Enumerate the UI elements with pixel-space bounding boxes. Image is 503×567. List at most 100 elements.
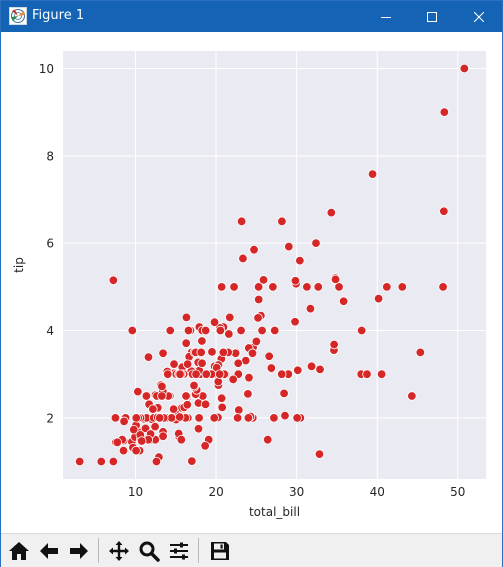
data-point bbox=[141, 391, 152, 401]
data-point bbox=[251, 336, 262, 347]
data-point bbox=[314, 449, 325, 459]
scatter-plot: 10 20 30 40 50 2 4 6 8 10 total_bill tip bbox=[12, 51, 486, 519]
back-button[interactable] bbox=[35, 537, 62, 564]
data-point bbox=[356, 325, 367, 336]
data-point bbox=[154, 413, 165, 423]
data-point bbox=[269, 413, 279, 423]
data-point bbox=[338, 296, 349, 306]
data-point bbox=[439, 107, 450, 117]
zoom-icon bbox=[138, 540, 160, 562]
forward-button[interactable] bbox=[65, 537, 92, 564]
data-point bbox=[157, 381, 167, 392]
data-point bbox=[330, 274, 341, 285]
data-point bbox=[118, 445, 129, 456]
data-point bbox=[439, 206, 449, 216]
data-point bbox=[234, 405, 244, 415]
data-point bbox=[382, 282, 392, 292]
y-tick-label: 8 bbox=[46, 149, 54, 163]
x-tick-label: 30 bbox=[289, 485, 304, 499]
save-icon bbox=[209, 540, 231, 562]
pan-icon bbox=[108, 540, 130, 562]
data-point bbox=[302, 282, 312, 292]
minimize-button[interactable] bbox=[363, 1, 409, 32]
home-icon bbox=[8, 540, 30, 562]
data-point bbox=[189, 380, 199, 391]
maximize-button[interactable] bbox=[409, 1, 455, 32]
data-point bbox=[280, 410, 290, 421]
y-tick-label: 4 bbox=[46, 324, 54, 338]
data-point bbox=[157, 391, 167, 401]
figure-canvas[interactable]: 10 20 30 40 50 2 4 6 8 10 total_bill tip bbox=[1, 32, 502, 533]
x-axis-ticks: 10 20 30 40 50 bbox=[128, 485, 466, 499]
minimize-icon bbox=[381, 12, 391, 22]
data-point bbox=[263, 434, 273, 445]
data-point bbox=[376, 369, 387, 379]
data-point bbox=[233, 358, 243, 368]
data-point bbox=[216, 282, 227, 292]
data-point bbox=[108, 456, 119, 467]
data-point bbox=[181, 312, 192, 323]
data-point bbox=[129, 424, 139, 435]
data-point bbox=[268, 282, 278, 292]
title-bar[interactable]: Figure 1 bbox=[1, 1, 502, 32]
data-point bbox=[311, 238, 321, 248]
data-point bbox=[158, 431, 168, 441]
data-point bbox=[407, 391, 417, 401]
data-point bbox=[218, 347, 229, 358]
data-point bbox=[119, 416, 129, 427]
configure-subplots-button[interactable] bbox=[165, 537, 192, 564]
data-point bbox=[270, 325, 280, 336]
data-point bbox=[236, 325, 246, 336]
x-tick-label: 20 bbox=[208, 485, 223, 499]
x-tick-label: 10 bbox=[128, 485, 143, 499]
toolbar-separator bbox=[98, 538, 99, 563]
y-tick-label: 2 bbox=[46, 411, 54, 425]
data-point bbox=[108, 275, 119, 285]
y-axis-ticks: 2 4 6 8 10 bbox=[39, 62, 54, 425]
data-point bbox=[305, 303, 316, 314]
data-point bbox=[243, 389, 253, 399]
pan-button[interactable] bbox=[105, 537, 132, 564]
data-point bbox=[193, 424, 204, 434]
data-point bbox=[196, 347, 206, 358]
data-point bbox=[131, 445, 141, 456]
data-point bbox=[253, 313, 263, 323]
zoom-button[interactable] bbox=[135, 537, 162, 564]
data-point bbox=[168, 404, 179, 414]
data-point bbox=[459, 63, 470, 74]
data-point bbox=[236, 216, 247, 227]
data-point bbox=[295, 255, 305, 266]
data-point bbox=[284, 241, 294, 252]
data-point bbox=[175, 369, 185, 379]
data-point bbox=[148, 404, 158, 414]
save-button[interactable] bbox=[206, 537, 233, 564]
close-button[interactable] bbox=[456, 1, 502, 32]
data-point bbox=[243, 413, 254, 423]
x-axis-label: total_bill bbox=[249, 505, 300, 519]
data-point bbox=[257, 325, 267, 336]
data-point bbox=[163, 369, 173, 379]
data-point bbox=[201, 369, 211, 379]
data-point bbox=[277, 369, 287, 379]
toolbar-separator bbox=[198, 538, 199, 563]
data-point bbox=[290, 276, 301, 286]
configure-subplots-icon bbox=[168, 540, 190, 562]
data-point bbox=[197, 358, 207, 368]
data-point bbox=[247, 348, 258, 358]
data-point bbox=[216, 393, 227, 403]
data-point bbox=[176, 434, 187, 445]
data-point bbox=[207, 347, 217, 357]
data-point bbox=[187, 456, 197, 466]
y-tick-label: 6 bbox=[46, 237, 54, 251]
data-point bbox=[112, 437, 123, 448]
data-point bbox=[292, 413, 302, 423]
data-point bbox=[254, 294, 264, 305]
data-points bbox=[74, 63, 470, 467]
data-point bbox=[293, 365, 303, 375]
data-point bbox=[181, 391, 191, 401]
data-point bbox=[169, 359, 179, 369]
data-point bbox=[209, 317, 220, 327]
home-button[interactable] bbox=[5, 537, 32, 564]
data-point bbox=[229, 282, 239, 292]
